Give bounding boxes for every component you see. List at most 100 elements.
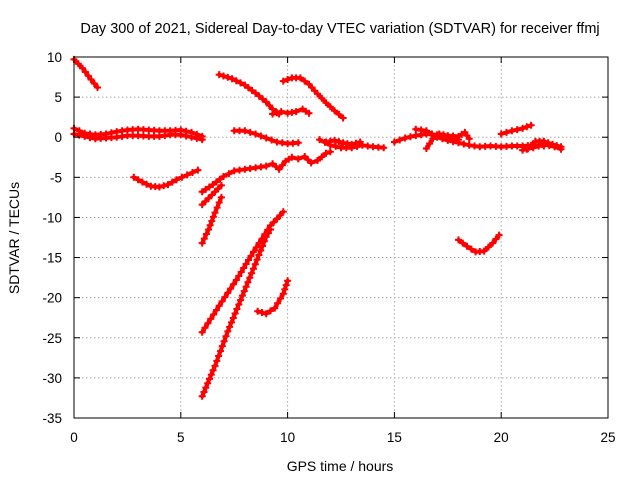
data-point-marker xyxy=(260,237,268,245)
data-point-marker xyxy=(281,285,289,293)
data-point-marker xyxy=(551,143,559,151)
axes: 0 5 10 15 20 25 10 5 0 -5 -10 -15 -20 -25 -30 -35 xyxy=(42,50,615,445)
series-arc-3 xyxy=(70,130,206,144)
data-point-marker xyxy=(178,173,186,181)
data-point-marker xyxy=(252,244,260,251)
data-point-marker xyxy=(246,274,254,282)
data-point-marker xyxy=(188,133,195,141)
data-point-marker xyxy=(262,233,270,241)
data-point-marker xyxy=(406,133,414,141)
data-point-marker xyxy=(267,226,274,233)
data-point-marker xyxy=(444,136,452,144)
data-point-marker xyxy=(259,242,267,250)
data-point-marker xyxy=(489,239,497,247)
data-point-marker xyxy=(264,229,272,237)
data-point-marker xyxy=(449,138,457,146)
x-tick-label: 15 xyxy=(387,430,402,445)
data-point-marker xyxy=(276,211,284,219)
series-arc-7 xyxy=(279,74,347,122)
x-tick-label: 5 xyxy=(177,430,185,445)
data-point-marker xyxy=(301,77,309,85)
data-point-marker xyxy=(215,352,223,360)
data-point-marker xyxy=(232,276,240,284)
data-point-marker xyxy=(155,183,163,191)
data-point-marker xyxy=(213,204,221,212)
data-point-marker xyxy=(523,123,531,131)
data-point-marker xyxy=(194,166,202,174)
data-point-marker xyxy=(255,92,263,100)
data-point-marker xyxy=(271,304,279,312)
data-point-marker xyxy=(79,64,86,72)
series-arc-1 xyxy=(70,55,101,91)
data-point-marker xyxy=(258,309,266,316)
data-point-marker xyxy=(220,337,228,345)
data-point-marker xyxy=(352,139,360,147)
data-point-marker xyxy=(215,199,223,206)
x-tick-label: 0 xyxy=(70,430,78,445)
data-point-marker xyxy=(513,126,521,134)
data-point-marker xyxy=(237,79,245,87)
series-arc-8 xyxy=(230,127,302,148)
data-point-marker xyxy=(459,239,467,247)
data-point-marker xyxy=(74,60,82,68)
series-arc-6 xyxy=(269,105,313,118)
data-point-marker xyxy=(209,366,217,374)
x-tick-label: 10 xyxy=(280,430,295,445)
data-point-marker xyxy=(332,142,340,150)
data-point-marker xyxy=(267,307,274,315)
data-point-marker xyxy=(339,114,347,122)
data-point-marker xyxy=(467,245,475,253)
data-point-marker xyxy=(314,157,321,164)
data-point-marker xyxy=(265,102,273,109)
data-point-marker xyxy=(273,215,281,223)
data-point-marker xyxy=(240,287,248,295)
data-point-marker xyxy=(274,299,282,307)
data-point-marker xyxy=(529,144,537,152)
y-axis-label: SDTVAR / TECUs xyxy=(6,182,22,294)
data-point-marker xyxy=(228,318,235,326)
data-point-marker xyxy=(206,221,214,229)
data-point-marker xyxy=(198,392,206,400)
data-point-marker xyxy=(134,176,142,184)
data-point-marker xyxy=(248,86,256,94)
data-point-marker xyxy=(210,311,218,318)
data-point-marker xyxy=(322,149,330,157)
data-point-marker xyxy=(241,127,249,135)
data-point-marker xyxy=(307,159,315,167)
data-point-marker xyxy=(279,208,287,216)
data-point-marker xyxy=(273,109,281,117)
data-point-marker xyxy=(86,134,94,142)
data-point-marker xyxy=(207,371,215,379)
data-point-marker xyxy=(231,310,239,317)
data-point-marker xyxy=(257,247,265,254)
series-arc-11 xyxy=(322,136,364,148)
data-point-marker xyxy=(253,256,261,264)
data-point-marker xyxy=(207,315,215,323)
data-point-marker xyxy=(527,121,535,129)
y-tick-label: -10 xyxy=(42,210,62,225)
data-point-marker xyxy=(322,99,330,107)
data-point-marker xyxy=(326,103,334,111)
series-arc-5 xyxy=(215,71,283,118)
y-tick-label: -15 xyxy=(42,251,62,266)
data-point-marker xyxy=(348,140,356,148)
data-point-marker xyxy=(463,242,471,250)
data-point-marker xyxy=(212,306,220,314)
data-point-marker xyxy=(318,153,326,161)
data-point-marker xyxy=(484,243,492,251)
data-point-marker xyxy=(284,76,292,83)
data-point-marker xyxy=(198,328,206,336)
data-point-marker xyxy=(233,305,241,313)
data-point-marker xyxy=(235,301,243,308)
data-point-marker xyxy=(524,145,532,153)
data-point-marker xyxy=(204,379,212,387)
data-point-marker xyxy=(198,136,206,144)
data-point-marker xyxy=(212,178,220,186)
x-tick-label: 25 xyxy=(600,430,615,445)
data-point-marker xyxy=(455,236,462,244)
data-point-marker xyxy=(222,332,230,340)
data-point-marker xyxy=(396,136,404,144)
data-traces xyxy=(70,55,565,400)
x-axis-label: GPS time / hours xyxy=(287,458,394,474)
